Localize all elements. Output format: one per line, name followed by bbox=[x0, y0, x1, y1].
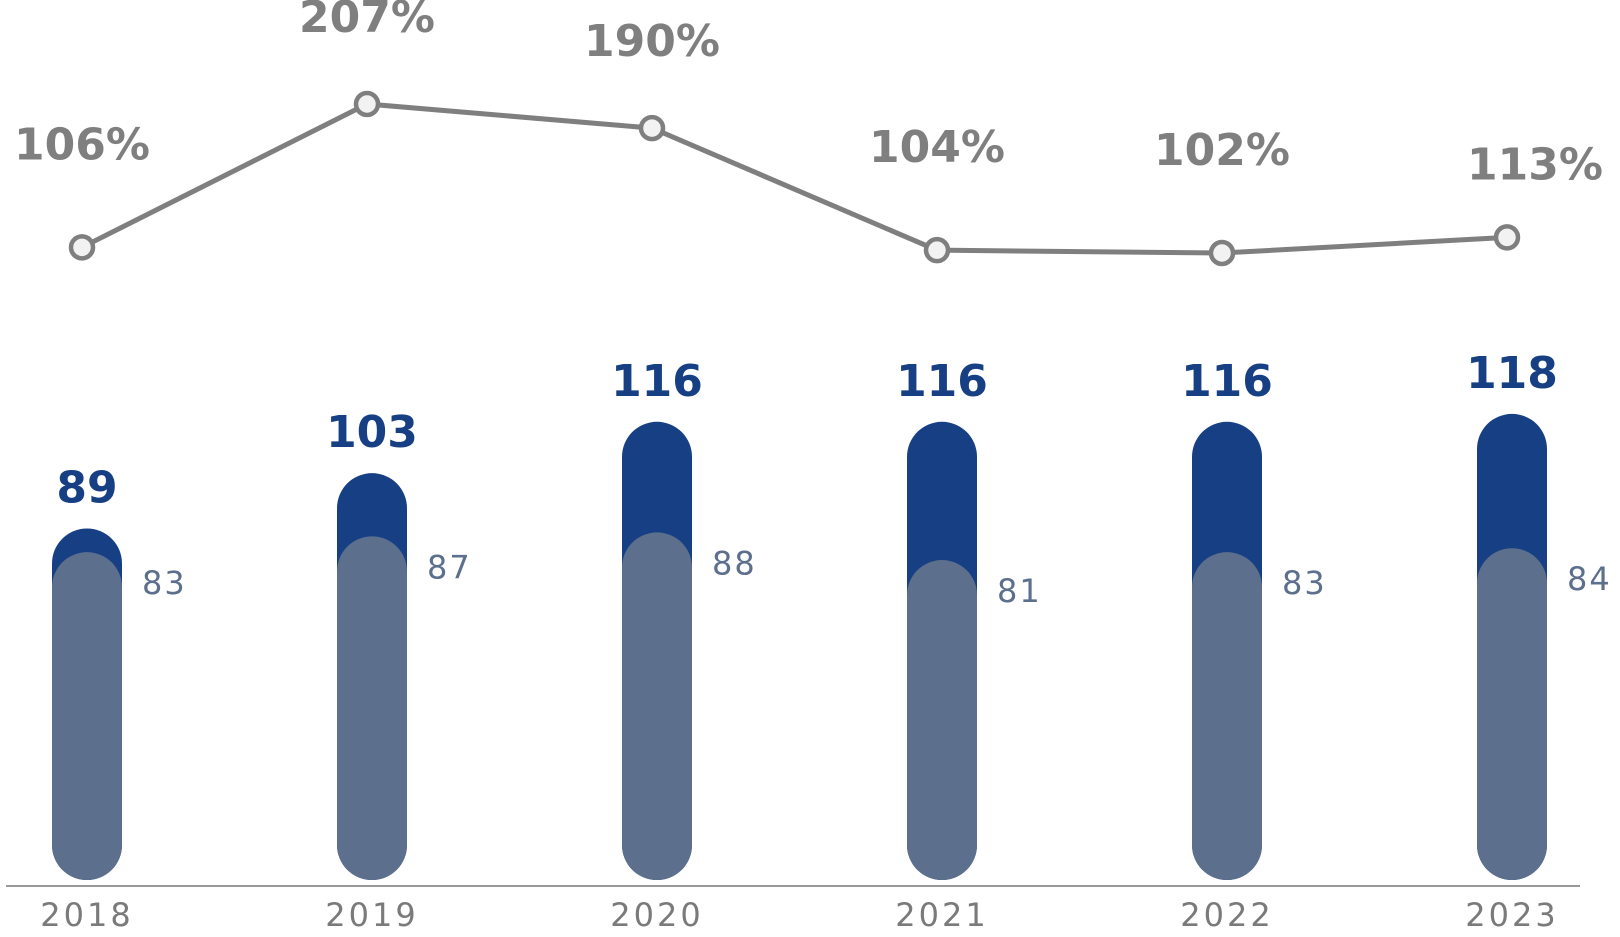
bar-inner-2020 bbox=[622, 532, 692, 880]
line-point bbox=[1493, 224, 1521, 251]
percentage-label: 207% bbox=[299, 0, 435, 43]
bar-inner-2022 bbox=[1192, 552, 1262, 880]
bar-inner-2023 bbox=[1477, 548, 1547, 880]
percentage-line bbox=[80, 101, 1508, 256]
inner-value-label: 84 bbox=[1567, 560, 1612, 598]
inner-value-label: 83 bbox=[1282, 564, 1327, 602]
percentage-label: 106% bbox=[14, 119, 150, 170]
total-value-label: 116 bbox=[1181, 356, 1273, 407]
line-point bbox=[353, 90, 381, 118]
bar-inner-2021 bbox=[907, 560, 977, 880]
line-point bbox=[923, 236, 951, 264]
bar-inner-2018 bbox=[52, 552, 122, 880]
inner-value-label: 83 bbox=[142, 564, 187, 602]
x-tick-label: 2020 bbox=[610, 896, 703, 934]
line-point bbox=[638, 114, 666, 142]
percentage-label: 190% bbox=[584, 16, 720, 67]
inner-value-label: 88 bbox=[712, 544, 757, 582]
bar-inner-2019 bbox=[337, 536, 407, 880]
percentage-label: 113% bbox=[1467, 139, 1603, 190]
x-tick-label: 2023 bbox=[1465, 896, 1558, 934]
percentage-label: 104% bbox=[869, 122, 1005, 173]
line-point bbox=[68, 234, 96, 261]
percentage-label: 102% bbox=[1154, 125, 1290, 176]
x-tick-label: 2018 bbox=[40, 896, 133, 934]
inner-value-label: 87 bbox=[427, 548, 472, 586]
inner-value-label: 81 bbox=[997, 572, 1042, 610]
total-value-label: 118 bbox=[1466, 348, 1558, 399]
total-value-label: 116 bbox=[611, 356, 703, 407]
total-value-label: 103 bbox=[326, 407, 418, 458]
x-tick-label: 2022 bbox=[1180, 896, 1273, 934]
x-tick-label: 2019 bbox=[325, 896, 418, 934]
total-value-label: 116 bbox=[896, 356, 988, 407]
line-point bbox=[1208, 239, 1236, 267]
x-tick-label: 2021 bbox=[895, 896, 988, 934]
total-value-label: 89 bbox=[56, 462, 117, 513]
